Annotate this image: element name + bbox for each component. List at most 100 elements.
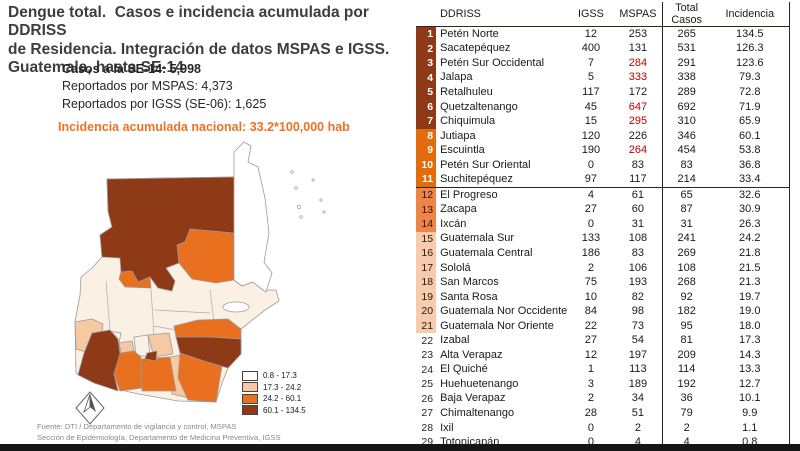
mspas-cell: 264 [628, 144, 648, 157]
mspas-cell: 73 [631, 319, 645, 332]
total-casos-cell: 209 [661, 348, 711, 363]
incidencia-cell: 79.3 [739, 71, 761, 84]
table-row: 14 Ixcán 0 31 31 26.3 [416, 217, 789, 232]
ddriss-table: DDRISS IGSS MSPAS Total Casos Incidencia… [416, 2, 790, 451]
igss-cell: 10 [584, 290, 598, 303]
ddriss-cell: Guatemala Nor Oriente [440, 319, 554, 332]
incidencia-cell: 30.9 [739, 203, 761, 216]
page-title: Dengue total. Casos e incidencia acumula… [8, 4, 390, 76]
mspas-cell: 253 [628, 27, 648, 40]
incidencia-cell: 10.1 [739, 392, 761, 405]
mspas-cell: 193 [628, 276, 648, 289]
igss-cell: 3 [587, 377, 594, 390]
rank-cell: 3 [416, 56, 437, 71]
ddriss-cell: Ixil [440, 421, 454, 434]
mspas-cell: 113 [629, 363, 647, 376]
table-row: 28 Ixil 0 2 2 1.1 [416, 420, 789, 436]
mspas-cell: 295 [628, 115, 648, 128]
rank-cell: 6 [416, 99, 437, 115]
mspas-cell: 98 [631, 305, 645, 318]
rank-cell: 26 [421, 392, 434, 405]
total-casos-cell: 268 [661, 275, 711, 290]
incidencia-cell: 9.9 [742, 406, 758, 419]
total-casos-cell: 692 [661, 99, 711, 115]
ddriss-cell: Jalapa [440, 71, 473, 84]
ddriss-cell: Retalhuleu [440, 85, 493, 98]
table-row: 13 Zacapa 27 60 87 30.9 [416, 202, 789, 218]
table-row: 8 Jutiapa 120 226 346 60.1 [416, 128, 789, 144]
mspas-cell: 60 [631, 203, 645, 216]
source-line-2: Sección de Epidemiología, Departamento d… [37, 433, 281, 443]
ddriss-cell: El Progreso [440, 188, 498, 201]
total-casos-cell: 87 [661, 202, 711, 218]
table-row: 25 Huehuetenango 3 189 192 12.7 [416, 377, 789, 392]
lake-izabal [222, 301, 250, 313]
total-casos-cell: 108 [661, 260, 711, 276]
incidencia-cell: 21.8 [739, 246, 761, 259]
mspas-cell: 172 [628, 85, 648, 98]
total-casos-cell: 291 [661, 56, 711, 71]
belize-outline [233, 141, 273, 293]
total-casos-cell: 265 [661, 26, 711, 42]
mspas-cell: 2 [634, 421, 641, 434]
ddriss-cell: Sacatepéquez [440, 42, 511, 55]
total-casos-cell: 95 [661, 318, 711, 334]
col-header-ddriss: DDRISS [436, 2, 568, 27]
table-row: 15 Guatemala Sur 133 108 241 24.2 [416, 231, 789, 247]
ddriss-cell: Jutiapa [440, 129, 476, 142]
incidencia-cell: 60.1 [739, 129, 761, 142]
map-region-escuintla [140, 356, 177, 392]
legend-swatch [242, 405, 258, 416]
igss-cell: 15 [584, 115, 598, 128]
ddriss-cell: Chimaltenango [440, 406, 515, 419]
total-casos-cell: 241 [661, 231, 711, 247]
incidencia-cell: 123.6 [736, 56, 764, 69]
total-casos-cell: 31 [661, 217, 711, 232]
ddriss-cell: Zacapa [440, 203, 477, 216]
table-row: 26 Baja Verapaz 2 34 36 10.1 [416, 391, 789, 407]
incidencia-cell: 19.0 [739, 305, 761, 318]
legend-label: 60.1 - 134.5 [263, 405, 306, 415]
rank-cell: 22 [421, 334, 434, 347]
rank-cell: 4 [416, 70, 437, 86]
north-arrow-icon [75, 391, 105, 425]
ddriss-cell: Petén Norte [440, 27, 499, 40]
rank-cell: 16 [416, 246, 437, 261]
total-casos-cell: 83 [661, 157, 711, 173]
igss-cell: 2 [587, 392, 594, 405]
total-casos-cell: 114 [661, 362, 711, 378]
igss-cell: 190 [581, 144, 601, 157]
incidencia-cell: 72.8 [739, 85, 761, 98]
incidencia-cell: 36.8 [739, 158, 761, 171]
mspas-cell: 226 [628, 129, 648, 142]
mspas-cell: 61 [631, 188, 645, 201]
mspas-cell: 131 [628, 42, 648, 55]
col-header-igss: IGSS [567, 2, 615, 27]
total-casos-cell: 531 [661, 41, 711, 57]
total-casos-cell: 269 [661, 246, 711, 261]
table-row: 5 Retalhuleu 117 172 289 72.8 [416, 85, 789, 100]
rank-cell: 25 [421, 378, 434, 391]
incidencia-nacional-text: Incidencia acumulada nacional: 33.2*100,… [58, 120, 350, 134]
ddriss-cell: San Marcos [440, 276, 499, 289]
rank-cell: 24 [421, 363, 434, 376]
reportados-mspas-text: Reportados por MSPAS: 4,373 [62, 79, 233, 94]
rank-cell: 13 [416, 202, 437, 218]
mspas-cell: 117 [614, 172, 663, 189]
incidencia-cell: 1.1 [742, 421, 758, 434]
incidencia-cell: 32.6 [739, 188, 761, 201]
rank-cell: 21 [416, 318, 437, 334]
ddriss-cell: Santa Rosa [440, 290, 498, 303]
rank-cell: 2 [416, 41, 437, 57]
ddriss-cell: Baja Verapaz [440, 392, 506, 405]
mspas-cell: 108 [628, 232, 648, 245]
casos-total-text: Casos a la SE-14: 5,998 [62, 62, 201, 76]
table-row: 6 Quetzaltenango 45 647 692 71.9 [416, 99, 789, 115]
col-header-total-casos: Total Casos [661, 2, 711, 27]
table-header-row: DDRISS IGSS MSPAS Total Casos Incidencia [416, 2, 789, 27]
mspas-cell: 284 [628, 56, 648, 69]
table-row: 11 Suchitepéquez 97 117 214 33.4 [416, 172, 789, 189]
igss-cell: 400 [581, 42, 601, 55]
table-row: 10 Petén Sur Oriental 0 83 83 36.8 [416, 157, 789, 173]
